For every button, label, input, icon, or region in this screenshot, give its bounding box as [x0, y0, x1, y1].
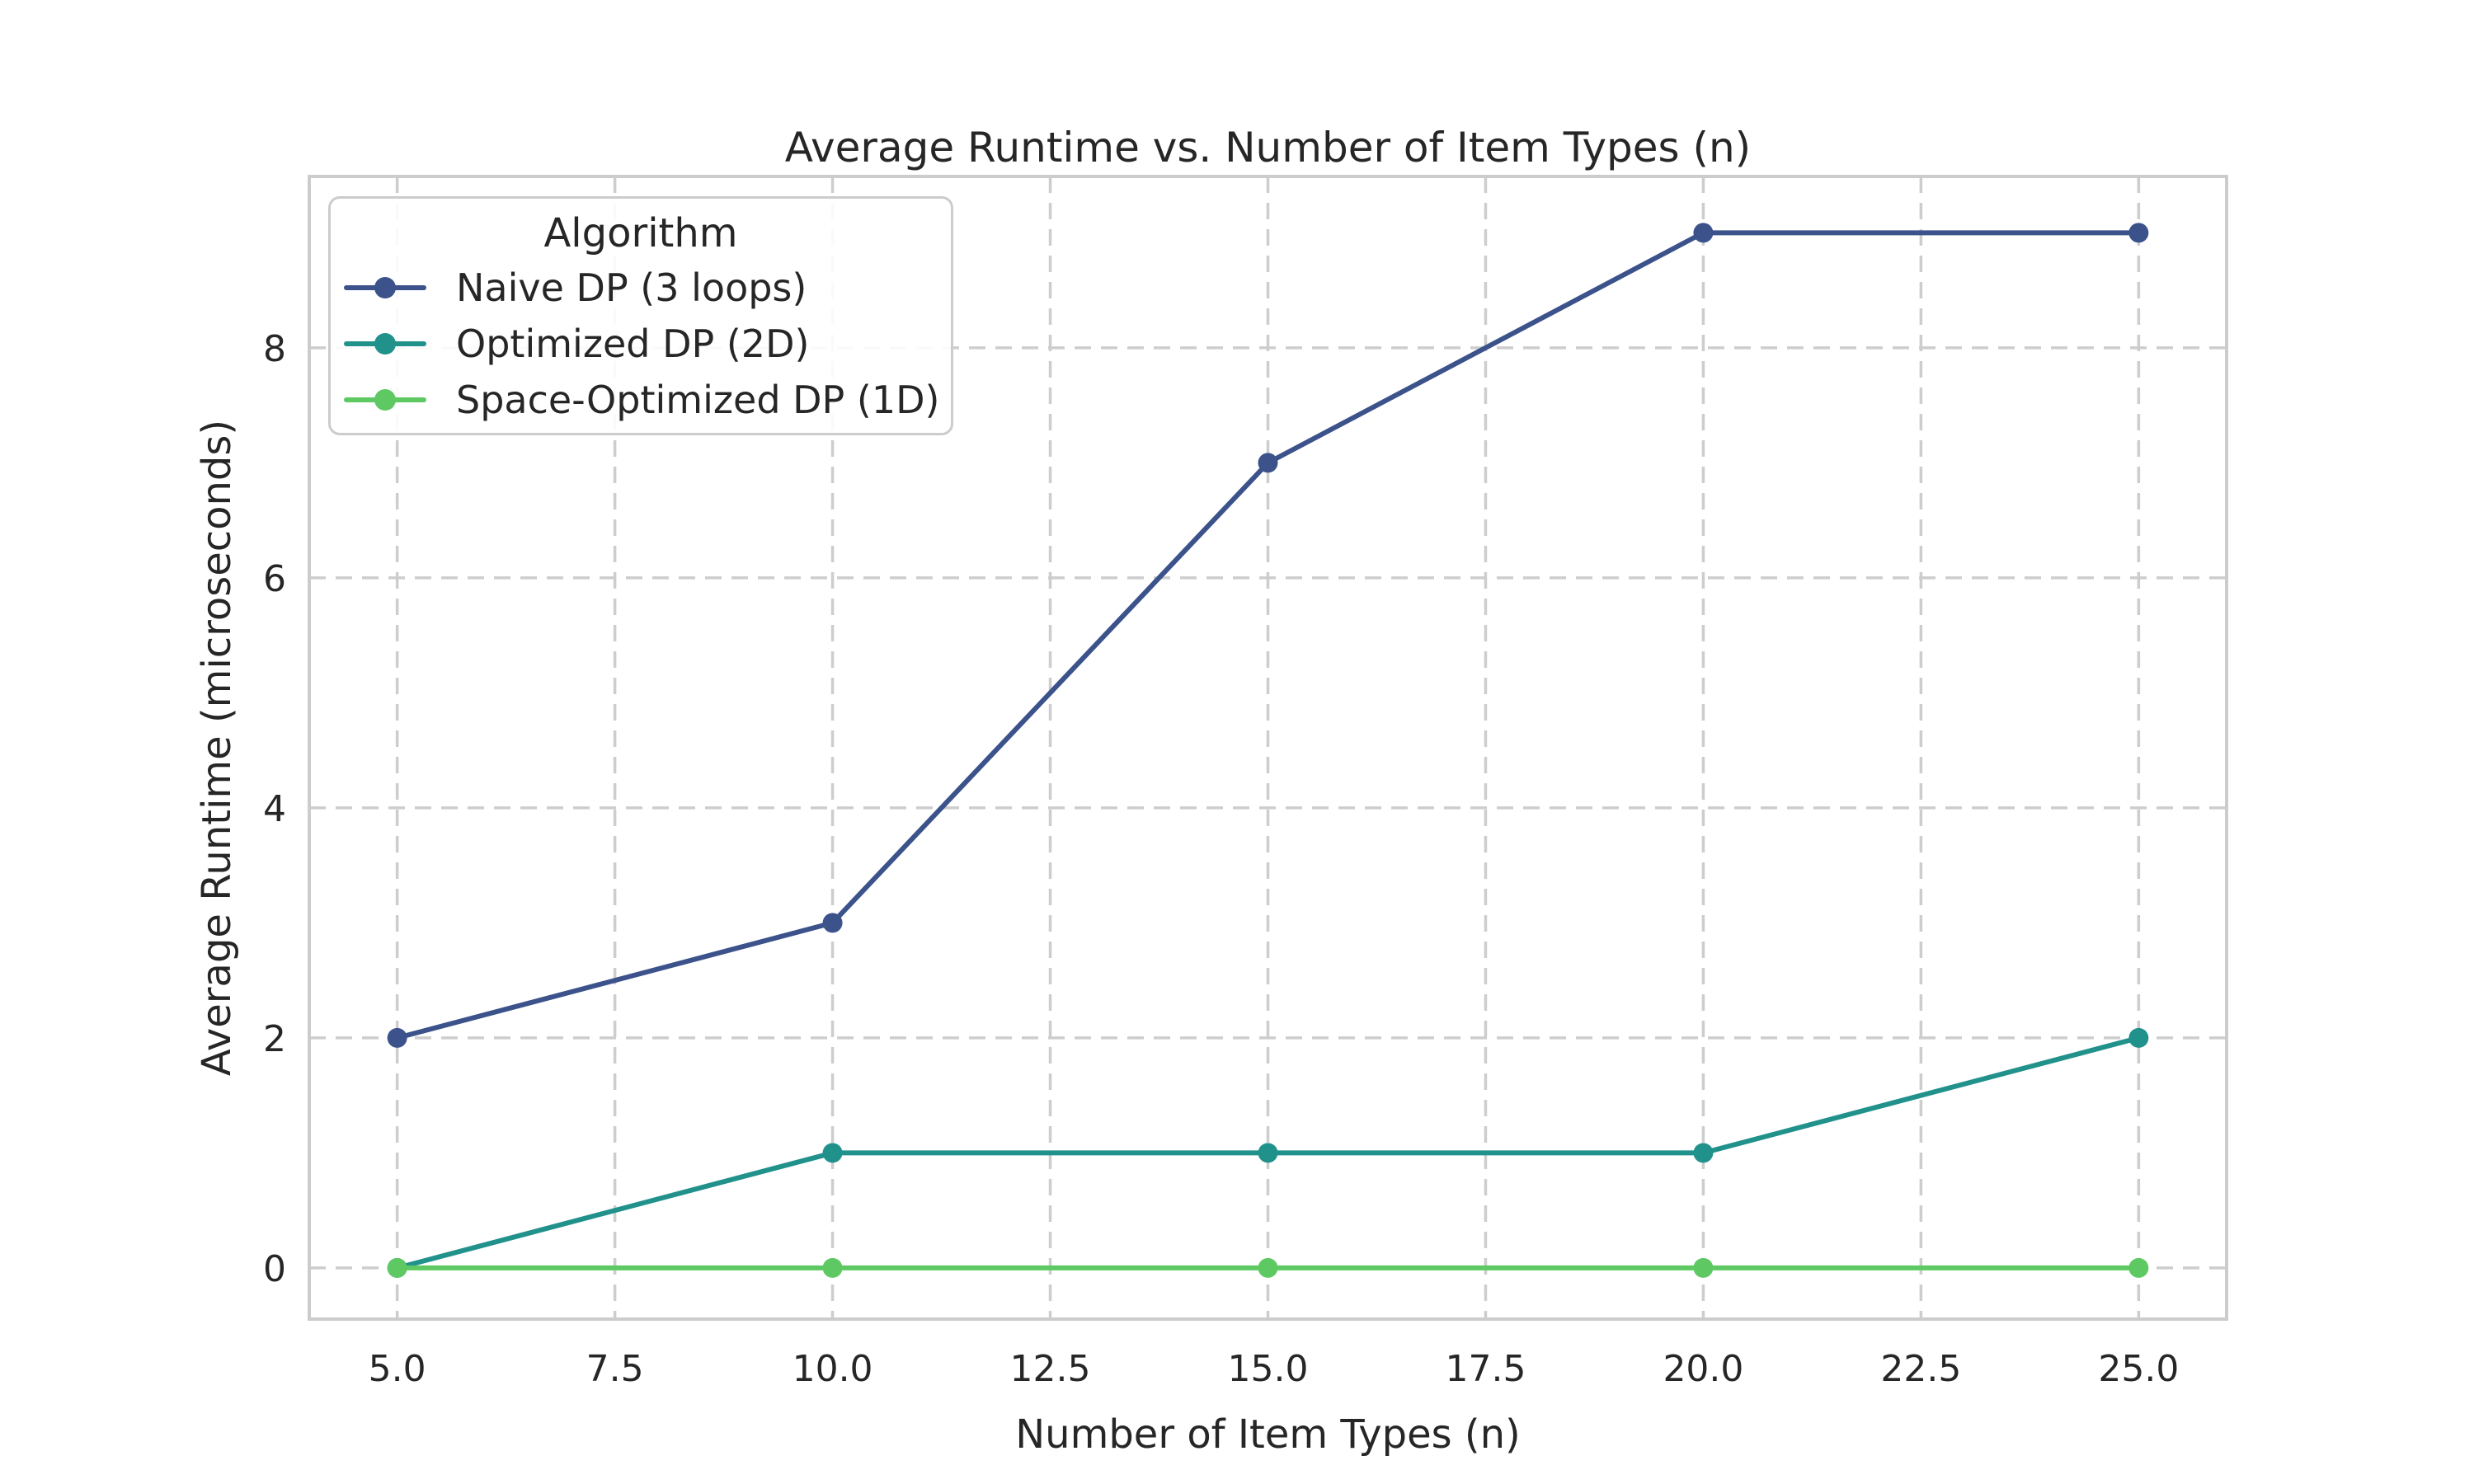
legend-item: Optimized DP (2D) [331, 316, 951, 372]
data-point-marker [2128, 1027, 2149, 1048]
legend-items: Naive DP (3 loops) Optimized DP (2D) Space… [331, 260, 951, 428]
legend-item-label: Space-Optimized DP (1D) [456, 378, 940, 422]
data-point-marker [2128, 1257, 2149, 1278]
legend-item: Naive DP (3 loops) [331, 260, 951, 316]
legend-dot-sample [374, 389, 396, 411]
legend: Algorithm Naive DP (3 loops) Optimized DP… [328, 196, 953, 435]
legend-item-label: Optimized DP (2D) [456, 322, 810, 366]
chart-title: Average Runtime vs. Number of Item Types… [784, 124, 1752, 171]
x-tick-label: 25.0 [2098, 1348, 2179, 1390]
data-point-marker [387, 1257, 407, 1278]
axes-spines [308, 175, 2228, 1321]
y-tick-label: 8 [263, 328, 286, 370]
x-axis-label: Number of Item Types (n) [1015, 1411, 1521, 1458]
data-point-marker [1258, 1143, 1278, 1163]
x-tick-label: 10.0 [793, 1348, 873, 1390]
data-point-marker [1258, 453, 1278, 473]
legend-item: Space-Optimized DP (1D) [331, 372, 951, 428]
data-point-marker [1693, 223, 1714, 243]
data-point-marker [822, 1143, 843, 1163]
x-tick-label: 15.0 [1228, 1348, 1309, 1390]
data-point-marker [822, 913, 843, 933]
x-tick-label: 20.0 [1663, 1348, 1743, 1390]
data-point-marker [387, 1027, 407, 1048]
legend-marker-icon [344, 388, 426, 411]
legend-title: Algorithm [543, 210, 738, 256]
data-point-marker [822, 1257, 843, 1278]
legend-marker-icon [344, 276, 426, 299]
y-tick-label: 4 [263, 788, 286, 830]
y-tick-label: 6 [263, 558, 286, 600]
legend-item-label: Naive DP (3 loops) [456, 265, 807, 310]
legend-dot-sample [374, 333, 396, 355]
x-tick-label: 17.5 [1445, 1348, 1526, 1390]
x-tick-label: 5.0 [369, 1348, 426, 1390]
legend-marker-icon [344, 332, 426, 355]
legend-dot-sample [374, 277, 396, 298]
y-tick-label: 2 [263, 1018, 286, 1060]
data-point-marker [2128, 223, 2149, 243]
x-tick-label: 22.5 [1880, 1348, 1961, 1390]
x-tick-label: 12.5 [1010, 1348, 1091, 1390]
x-tick-label: 7.5 [586, 1348, 644, 1390]
data-point-marker [1258, 1257, 1278, 1278]
data-point-marker [1693, 1257, 1714, 1278]
data-point-marker [1693, 1143, 1714, 1163]
y-tick-label: 0 [263, 1248, 286, 1290]
y-axis-label: Average Runtime (microseconds) [194, 419, 240, 1077]
